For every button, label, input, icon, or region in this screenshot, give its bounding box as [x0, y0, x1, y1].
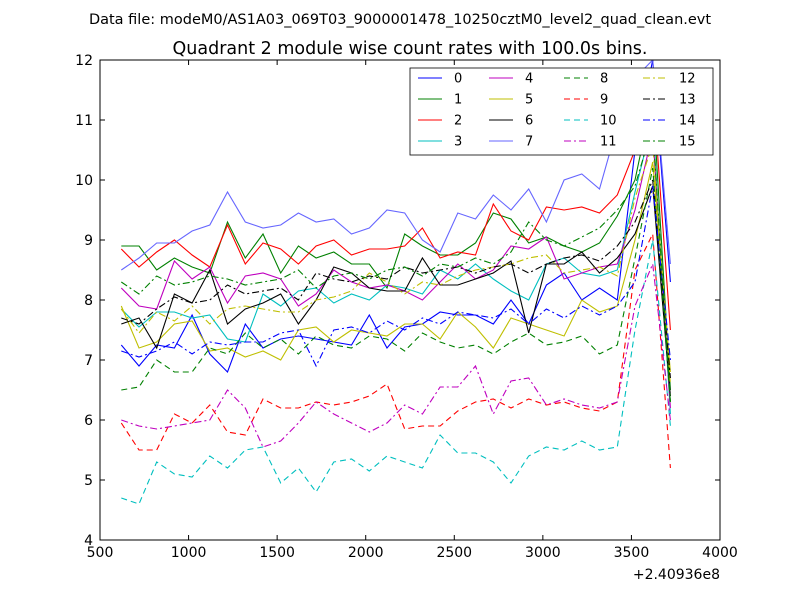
y-tick-label: 8 — [84, 293, 93, 309]
series-line-15 — [120, 125, 671, 403]
legend-label: 1 — [454, 93, 462, 108]
legend-label: 8 — [600, 72, 608, 87]
x-tick-label: 2000 — [348, 545, 384, 561]
series-line-5 — [120, 161, 671, 373]
y-tick-label: 10 — [75, 173, 93, 189]
legend-label: 9 — [600, 93, 608, 108]
legend-entry-7: 7 — [489, 135, 533, 150]
series-line-0 — [120, 60, 671, 374]
legend-label: 13 — [679, 93, 696, 108]
legend-label: 12 — [679, 72, 696, 87]
x-tick-label: 4000 — [702, 545, 738, 561]
x-tick-label: 2500 — [436, 545, 472, 561]
legend-label: 3 — [454, 135, 462, 150]
legend-label: 15 — [679, 135, 696, 150]
legend-label: 5 — [525, 93, 533, 108]
legend-label: 2 — [454, 114, 462, 129]
series-line-3 — [120, 119, 671, 415]
legend-label: 7 — [525, 135, 533, 150]
series-line-1 — [121, 95, 671, 391]
legend-entry-0: 0 — [418, 72, 462, 87]
x-axis: 500 1000 1500 2000 2500 3000 3500 4000 — [87, 60, 738, 561]
legend-label: 4 — [525, 72, 533, 87]
y-tick-label: 6 — [84, 413, 93, 429]
x-tick-label: 3500 — [614, 545, 650, 561]
series-line-7 — [120, 60, 671, 271]
legend-entry-11: 11 — [564, 135, 617, 150]
legend-entry-15: 15 — [643, 135, 696, 150]
legend-label: 0 — [454, 72, 462, 87]
series-line-10 — [121, 239, 671, 505]
series-line-8 — [121, 167, 671, 403]
series-line-13 — [121, 179, 671, 379]
legend-entry-12: 12 — [643, 72, 696, 87]
legend-label: 14 — [679, 114, 696, 129]
legend-entry-13: 13 — [643, 93, 696, 108]
y-tick-label: 7 — [84, 353, 93, 369]
legend-entry-4: 4 — [489, 72, 533, 87]
legend-entry-1: 1 — [418, 93, 462, 108]
legend-entry-10: 10 — [564, 114, 617, 129]
legend-entry-6: 6 — [489, 114, 533, 129]
legend-label: 6 — [525, 114, 533, 129]
series-layer — [120, 60, 671, 505]
series-line-9 — [120, 231, 671, 469]
y-tick-label: 12 — [75, 53, 93, 69]
y-tick-label: 9 — [84, 233, 93, 249]
x-tick-label: 500 — [87, 545, 114, 561]
x-tick-label: 1000 — [171, 545, 207, 561]
x-tick-label: 3000 — [525, 545, 561, 561]
legend-entry-3: 3 — [418, 135, 462, 150]
legend-label: 10 — [600, 114, 617, 129]
chart-title: Quadrant 2 module wise count rates with … — [173, 39, 648, 59]
series-line-14 — [121, 185, 671, 368]
y-tick-label: 11 — [75, 113, 93, 129]
series-line-2 — [120, 86, 671, 331]
y-tick-label: 5 — [84, 473, 93, 489]
legend-entry-5: 5 — [489, 93, 533, 108]
legend-label: 11 — [600, 135, 617, 150]
legend-entry-14: 14 — [643, 114, 696, 129]
legend-entry-8: 8 — [564, 72, 608, 87]
series-line-6 — [121, 185, 671, 397]
x-offset-label: +2.40936e8 — [633, 567, 720, 583]
series-line-4 — [120, 131, 671, 409]
legend-entry-9: 9 — [564, 93, 608, 108]
legend-entry-2: 2 — [418, 114, 462, 129]
series-line-12 — [120, 143, 671, 385]
series-line-11 — [121, 261, 671, 448]
chart-supertitle: Data file: modeM0/AS1A03_069T03_90000014… — [89, 12, 711, 28]
x-tick-label: 1500 — [259, 545, 295, 561]
y-tick-label: 4 — [84, 533, 93, 549]
